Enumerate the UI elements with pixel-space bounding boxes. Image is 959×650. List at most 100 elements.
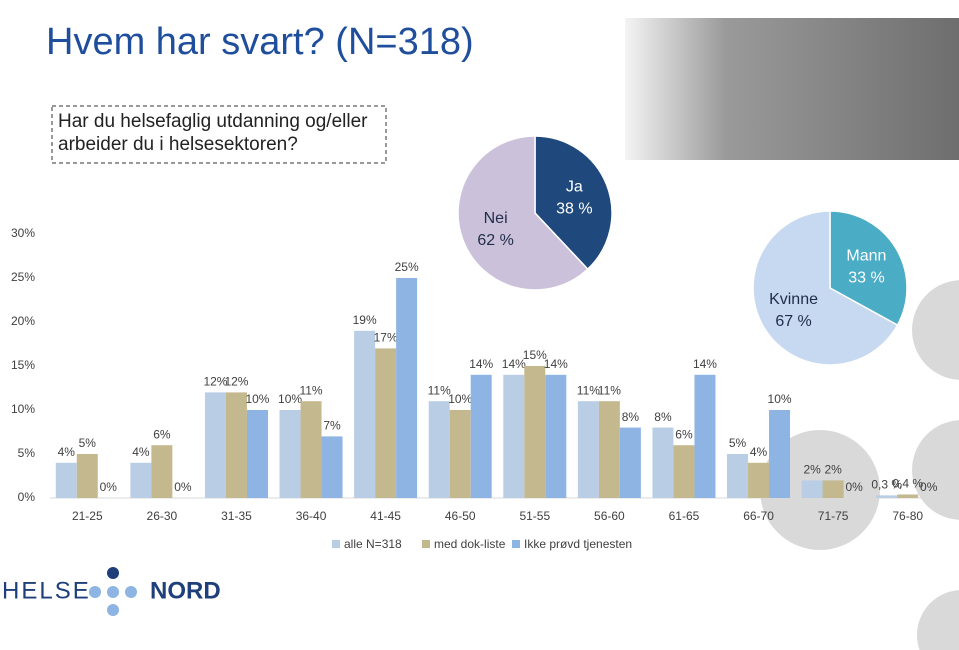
- decor-circle: [912, 420, 959, 520]
- bar: [130, 462, 152, 498]
- x-tick-label: 56-60: [594, 509, 625, 523]
- pie-label: Kvinne: [769, 291, 818, 308]
- data-label: 8%: [622, 410, 640, 424]
- legend-swatch: [332, 540, 340, 548]
- data-label: 7%: [323, 419, 341, 433]
- bar: [428, 401, 450, 498]
- question-wrap: Har du helsefaglig utdanning og/eller ar…: [58, 111, 368, 155]
- data-label: 5%: [729, 436, 747, 450]
- data-label: 6%: [153, 427, 171, 441]
- pie-slice: [752, 210, 899, 366]
- data-label: 10%: [448, 392, 472, 406]
- legend-swatch: [422, 540, 430, 548]
- data-label: 11%: [428, 383, 451, 397]
- bar: [279, 410, 301, 498]
- data-label: 25%: [395, 260, 419, 274]
- bar: [694, 374, 716, 498]
- data-label: 10%: [278, 392, 302, 406]
- y-tick-label: 5%: [18, 446, 36, 460]
- decor-circle: [917, 590, 959, 650]
- x-tick-label: 76-80: [892, 509, 923, 523]
- pie-label: Mann: [846, 248, 886, 265]
- x-tick-label: 46-50: [445, 509, 476, 523]
- bar: [151, 445, 173, 498]
- pie-value: 62 %: [477, 232, 513, 249]
- y-tick-label: 30%: [11, 226, 35, 240]
- bar: [375, 348, 397, 498]
- bar: [321, 436, 343, 498]
- data-label: 0%: [845, 480, 863, 494]
- pie-value: 33 %: [848, 270, 884, 287]
- y-tick-label: 15%: [11, 358, 35, 372]
- data-label: 17%: [374, 331, 398, 345]
- bar: [652, 427, 674, 498]
- bar: [503, 374, 525, 498]
- data-label: 2%: [803, 463, 821, 477]
- data-label: 10%: [245, 392, 269, 406]
- legend-label: alle N=318: [344, 537, 402, 551]
- x-tick-label: 21-25: [72, 509, 103, 523]
- x-tick-label: 51-55: [519, 509, 550, 523]
- x-tick-label: 31-35: [221, 509, 252, 523]
- bar: [598, 401, 620, 498]
- x-tick-label: 71-75: [818, 509, 849, 523]
- data-label: 11%: [299, 383, 322, 397]
- data-label: 12%: [203, 375, 227, 389]
- data-label: 4%: [132, 445, 150, 459]
- bar: [876, 495, 898, 498]
- x-tick-label: 66-70: [743, 509, 774, 523]
- decor-circle: [912, 280, 959, 380]
- bar: [300, 401, 322, 498]
- question-box: [51, 105, 387, 164]
- data-label: 11%: [577, 383, 600, 397]
- data-label: 15%: [523, 348, 547, 362]
- bar: [748, 462, 770, 498]
- data-label: 4%: [750, 445, 768, 459]
- pie-value: 67 %: [775, 313, 811, 330]
- data-label: 14%: [693, 357, 717, 371]
- bar: [545, 374, 567, 498]
- data-label: 2%: [824, 463, 842, 477]
- logo-left: HELSE: [2, 577, 91, 604]
- data-label: 19%: [353, 313, 377, 327]
- data-label: 6%: [675, 427, 693, 441]
- logo-dots: [89, 567, 137, 616]
- data-label: 0,3 %: [871, 478, 902, 492]
- x-tick-label: 26-30: [147, 509, 178, 523]
- bar: [204, 392, 226, 498]
- x-tick-label: 61-65: [669, 509, 700, 523]
- bar: [822, 480, 844, 498]
- data-label: 0%: [174, 480, 192, 494]
- x-tick-label: 36-40: [296, 509, 327, 523]
- bar: [76, 454, 98, 498]
- bar: [524, 366, 546, 498]
- data-label: 4%: [58, 445, 76, 459]
- y-tick-label: 25%: [11, 270, 35, 284]
- logo-right: NORD: [150, 577, 221, 604]
- pie-label: Ja: [566, 179, 583, 196]
- bar: [470, 374, 492, 498]
- legend-swatch: [512, 540, 520, 548]
- data-label: 14%: [544, 357, 568, 371]
- pie-label: Nei: [484, 210, 508, 227]
- bar: [225, 392, 247, 498]
- title: Hvem har svart? (N=318): [46, 21, 474, 63]
- y-tick-label: 10%: [11, 402, 35, 416]
- y-tick-label: 20%: [11, 314, 35, 328]
- data-label: 14%: [502, 357, 526, 371]
- data-label: 0%: [100, 480, 118, 494]
- photo: [625, 18, 959, 160]
- pie-slice: [534, 135, 613, 271]
- bar: [396, 278, 418, 498]
- bar: [354, 330, 376, 498]
- data-label: 0,4 %: [892, 477, 923, 491]
- bar: [449, 410, 471, 498]
- data-label: 8%: [654, 410, 672, 424]
- bar: [897, 494, 919, 498]
- y-tick-label: 0%: [18, 490, 36, 504]
- bar: [727, 454, 749, 498]
- pie-slice: [457, 135, 589, 291]
- pie-value: 38 %: [556, 201, 592, 218]
- data-label: 12%: [224, 375, 248, 389]
- data-label: 11%: [598, 383, 621, 397]
